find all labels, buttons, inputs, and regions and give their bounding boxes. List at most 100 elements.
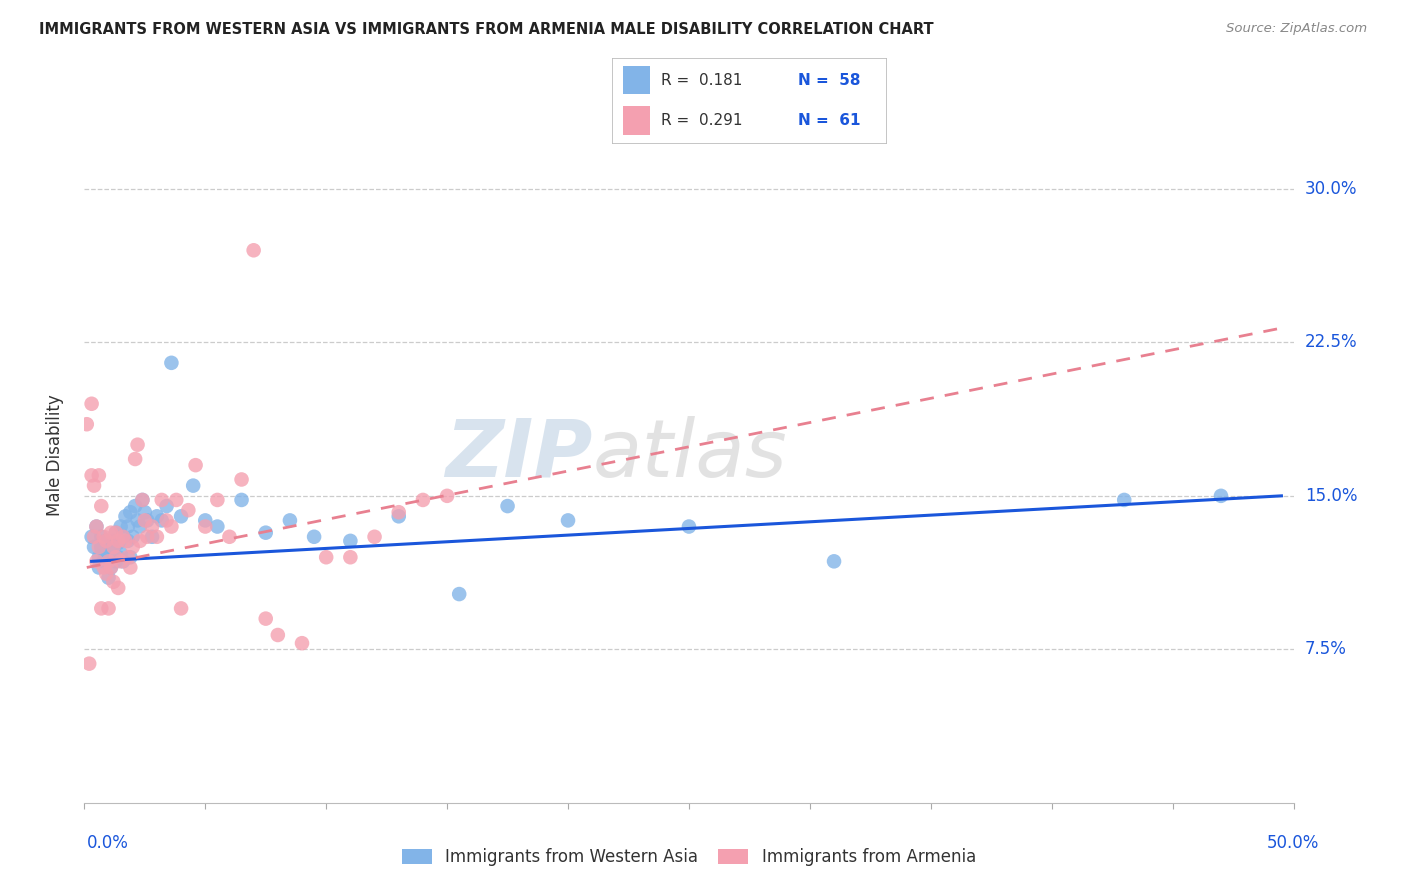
Point <box>94 533 117 548</box>
Point <box>124 452 146 467</box>
Point <box>136 530 159 544</box>
Point <box>90 530 112 544</box>
Point <box>90 499 112 513</box>
Point <box>678 519 700 533</box>
Point <box>103 546 125 560</box>
Point <box>104 525 127 540</box>
Point <box>117 519 139 533</box>
Point <box>184 458 207 472</box>
Text: N =  61: N = 61 <box>799 113 860 128</box>
Point <box>97 601 120 615</box>
Text: 30.0%: 30.0% <box>1305 180 1357 198</box>
Point <box>110 546 132 560</box>
Point <box>254 525 277 540</box>
Point <box>436 489 458 503</box>
Point <box>165 492 187 507</box>
Text: IMMIGRANTS FROM WESTERN ASIA VS IMMIGRANTS FROM ARMENIA MALE DISABILITY CORRELAT: IMMIGRANTS FROM WESTERN ASIA VS IMMIGRAN… <box>39 22 934 37</box>
Point <box>100 560 122 574</box>
Point <box>104 550 127 565</box>
Point <box>80 468 103 483</box>
Point <box>121 540 143 554</box>
Point <box>127 438 149 452</box>
Point <box>103 533 125 548</box>
Point <box>496 499 519 513</box>
Point <box>80 397 103 411</box>
Point <box>134 513 156 527</box>
Point <box>141 519 163 533</box>
Point <box>363 530 385 544</box>
Text: N =  58: N = 58 <box>799 72 860 87</box>
Point <box>93 544 115 558</box>
Point <box>120 505 142 519</box>
Point <box>107 533 129 548</box>
Point <box>117 550 139 565</box>
Point <box>90 601 112 615</box>
Point <box>104 554 127 568</box>
Point <box>339 533 361 548</box>
Text: Source: ZipAtlas.com: Source: ZipAtlas.com <box>1226 22 1367 36</box>
Point <box>83 530 105 544</box>
Point <box>114 533 136 548</box>
Point <box>278 513 301 527</box>
Point <box>1114 492 1136 507</box>
Point <box>97 571 120 585</box>
Point <box>388 505 411 519</box>
Point <box>120 550 142 565</box>
Point <box>218 530 240 544</box>
Point <box>93 530 115 544</box>
FancyBboxPatch shape <box>623 66 650 95</box>
Point <box>231 492 253 507</box>
Text: ZIP: ZIP <box>444 416 592 494</box>
Point <box>110 554 132 568</box>
Text: R =  0.291: R = 0.291 <box>661 113 742 128</box>
Point <box>194 519 217 533</box>
Point <box>339 550 361 565</box>
Point <box>291 636 314 650</box>
Point <box>1209 489 1232 503</box>
Point <box>146 509 169 524</box>
Point <box>83 540 105 554</box>
Point <box>76 417 98 432</box>
Point <box>412 492 434 507</box>
Point <box>129 533 152 548</box>
Point <box>177 503 200 517</box>
Point <box>388 509 411 524</box>
Point <box>131 492 153 507</box>
Point <box>107 536 129 550</box>
Text: 50.0%: 50.0% <box>1267 834 1319 852</box>
Point <box>103 574 125 589</box>
Point <box>315 550 337 565</box>
Point <box>86 519 108 533</box>
Point <box>86 519 108 533</box>
Point <box>146 530 169 544</box>
Point <box>150 513 173 527</box>
Point <box>107 581 129 595</box>
Point <box>160 356 183 370</box>
Point <box>160 519 183 533</box>
Point <box>100 525 122 540</box>
Point <box>104 525 127 540</box>
Text: R =  0.181: R = 0.181 <box>661 72 742 87</box>
Point <box>93 554 115 568</box>
Y-axis label: Male Disability: Male Disability <box>45 394 63 516</box>
Point <box>449 587 471 601</box>
Point <box>155 513 177 527</box>
Point <box>121 530 143 544</box>
Point <box>87 468 110 483</box>
FancyBboxPatch shape <box>623 106 650 135</box>
Point <box>77 657 100 671</box>
Point <box>124 499 146 513</box>
Point <box>112 554 135 568</box>
Point <box>267 628 290 642</box>
Point <box>110 519 132 533</box>
Point <box>150 492 173 507</box>
Point <box>134 505 156 519</box>
Text: atlas: atlas <box>592 416 787 494</box>
Point <box>97 554 120 568</box>
Point <box>129 519 152 533</box>
Point <box>302 530 325 544</box>
Point <box>87 540 110 554</box>
Point <box>112 530 135 544</box>
Point <box>181 478 204 492</box>
Point <box>170 601 193 615</box>
